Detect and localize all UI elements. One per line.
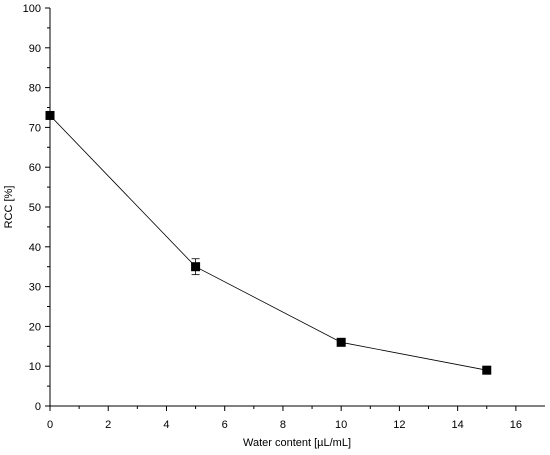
x-tick-label: 8 <box>280 419 286 431</box>
y-tick-label: 100 <box>23 3 41 15</box>
y-tick-label: 50 <box>29 202 41 214</box>
y-axis-title: RCC [%] <box>3 186 15 229</box>
y-tick-label: 0 <box>35 401 41 413</box>
data-point <box>482 365 492 375</box>
data-point <box>336 337 346 347</box>
x-tick-label: 0 <box>47 419 53 431</box>
x-tick-label: 4 <box>163 419 169 431</box>
x-tick-label: 10 <box>335 419 347 431</box>
y-tick-label: 60 <box>29 162 41 174</box>
x-tick-label: 16 <box>510 419 522 431</box>
x-axis-title: Water content [µL/mL] <box>243 437 351 449</box>
y-tick-label: 30 <box>29 282 41 294</box>
series-line <box>49 115 487 371</box>
y-tick-label: 10 <box>29 361 41 373</box>
x-tick-label: 2 <box>105 419 111 431</box>
data-point <box>45 110 55 120</box>
data-point <box>191 262 201 272</box>
x-tick-label: 12 <box>393 419 405 431</box>
y-tick-label: 40 <box>29 242 41 254</box>
y-tick-label: 20 <box>29 321 41 333</box>
x-ticks: 0 2 4 6 8 10 12 14 16 <box>47 406 522 431</box>
x-tick-label: 6 <box>222 419 228 431</box>
y-ticks: 0 10 20 30 40 50 60 70 80 90 100 <box>23 3 50 413</box>
y-tick-label: 80 <box>29 83 41 95</box>
y-tick-label: 70 <box>29 122 41 134</box>
x-tick-label: 14 <box>452 419 464 431</box>
y-tick-label: 90 <box>29 43 41 55</box>
axes <box>49 8 545 407</box>
series <box>45 110 492 375</box>
